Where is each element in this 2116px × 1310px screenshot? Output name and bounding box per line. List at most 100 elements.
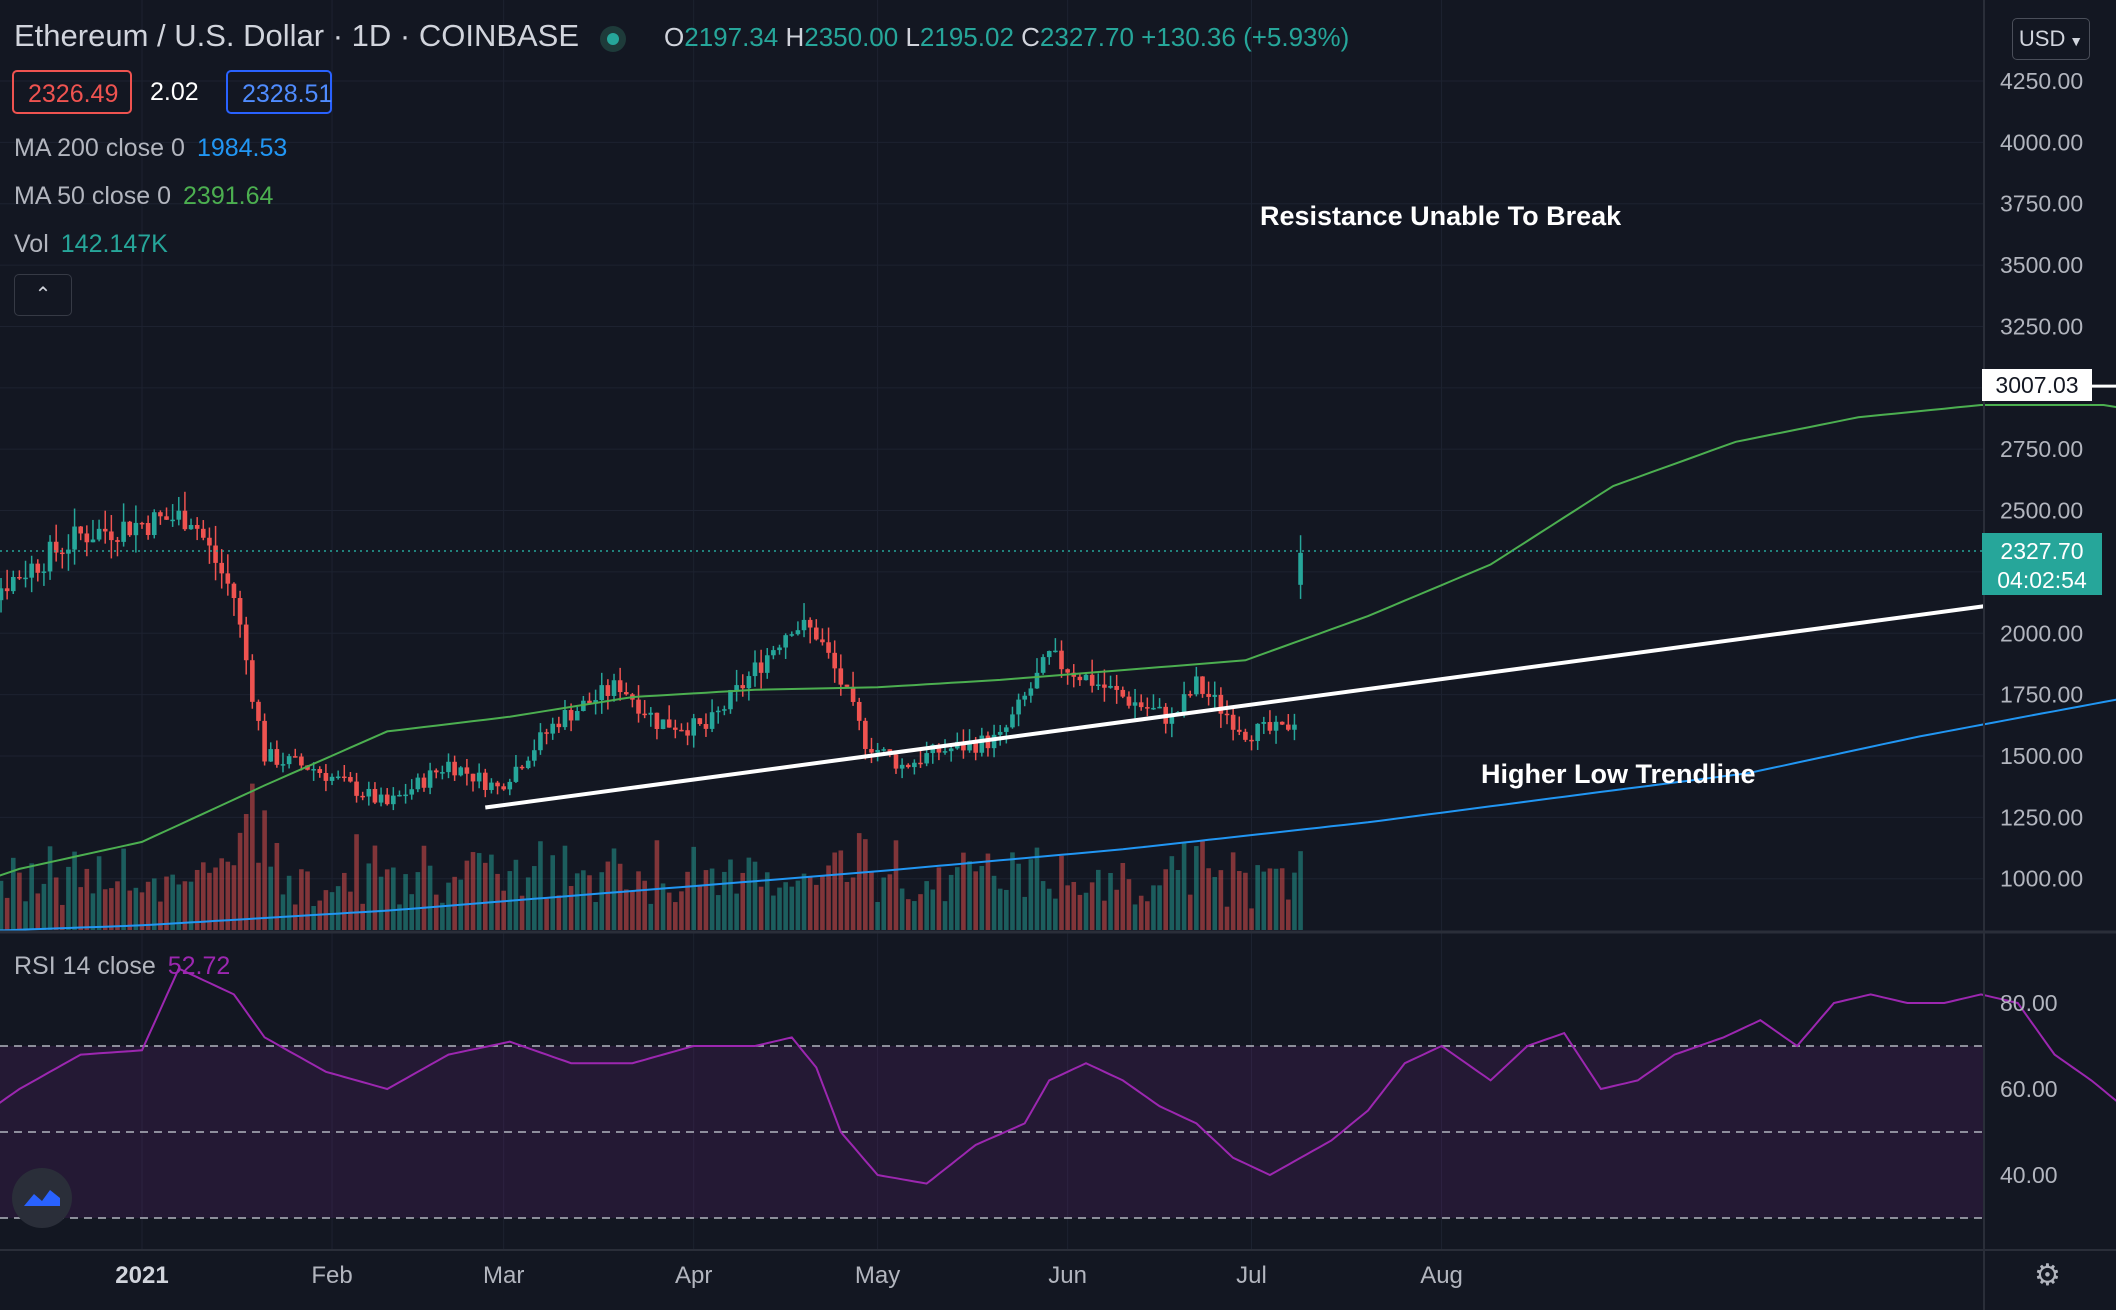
candle-body xyxy=(452,761,457,776)
candle-body xyxy=(856,701,862,721)
sell-price-button[interactable]: 2326.49 xyxy=(12,70,132,114)
candle-body xyxy=(1169,714,1175,724)
candle-body xyxy=(176,510,182,520)
volume-bar xyxy=(0,880,4,930)
volume-bar xyxy=(850,877,856,930)
candle-body xyxy=(789,634,795,636)
volume-bar xyxy=(581,870,586,930)
volume-bar xyxy=(60,904,65,930)
currency-selector[interactable]: USD ▼ xyxy=(2012,18,2090,60)
candle-body xyxy=(948,748,954,752)
time-tick-label: Mar xyxy=(483,1262,524,1289)
candle-body xyxy=(219,562,224,574)
volume-bar xyxy=(844,881,850,930)
candle-body xyxy=(1040,657,1046,673)
volume-bar xyxy=(1261,871,1267,930)
spread-value: 2.02 xyxy=(150,78,199,106)
volume-bar xyxy=(1077,894,1083,930)
volume-bar xyxy=(899,888,905,930)
volume-bar xyxy=(78,887,83,930)
buy-price-button[interactable]: 2328.51 xyxy=(226,70,332,114)
price-tick-label: 2000.00 xyxy=(2000,620,2083,646)
volume-bar xyxy=(795,880,801,930)
candle-body xyxy=(918,762,923,765)
volume-bar xyxy=(734,893,739,930)
volume-bar xyxy=(1200,840,1205,930)
candle-body xyxy=(243,624,249,661)
candle-body xyxy=(1053,650,1058,653)
volume-bar xyxy=(188,881,194,930)
candle-body xyxy=(433,770,439,773)
price-tick-label: 3250.00 xyxy=(2000,313,2083,339)
volume-bar xyxy=(482,862,488,930)
candle-body xyxy=(1046,651,1052,658)
candle-body xyxy=(1218,694,1224,714)
volume-bar xyxy=(715,895,721,930)
volume-bar xyxy=(489,854,494,930)
last-price-label-bg xyxy=(1982,533,2102,595)
volume-bar xyxy=(587,875,592,930)
volume-bar xyxy=(611,848,617,930)
candle-body xyxy=(1102,684,1107,688)
volume-bar xyxy=(636,871,641,930)
volume-bar xyxy=(550,855,556,930)
candle-body xyxy=(23,577,28,580)
candle-body xyxy=(348,777,353,782)
candle-body xyxy=(1089,674,1095,686)
ma50-label: MA 50 close 0 xyxy=(14,182,172,210)
tradingview-logo-icon[interactable] xyxy=(12,1168,72,1228)
candle-body xyxy=(286,756,292,765)
volume-bar xyxy=(299,869,304,930)
time-tick-label: Aug xyxy=(1420,1262,1463,1289)
volume-bar xyxy=(875,901,880,930)
gear-icon[interactable]: ⚙ xyxy=(2034,1259,2061,1292)
candle-body xyxy=(513,766,519,782)
ma200-legend[interactable]: MA 200 close 0 1984.53 xyxy=(14,134,287,163)
candle-body xyxy=(1016,699,1021,715)
volume-bar xyxy=(838,850,844,930)
candle-body xyxy=(636,699,641,714)
candle-body xyxy=(1236,729,1242,732)
volume-bar xyxy=(961,852,966,930)
symbol-title[interactable]: Ethereum / U.S. Dollar · 1D · COINBASE xyxy=(14,18,580,53)
candle-body xyxy=(814,627,819,640)
candle-body xyxy=(979,735,985,753)
volume-bar xyxy=(1224,906,1230,930)
candle-body xyxy=(1212,694,1218,697)
volume-bar xyxy=(679,891,684,930)
candle-body xyxy=(207,537,212,546)
candle-body xyxy=(476,772,482,782)
volume-bar xyxy=(10,857,16,930)
volume-bar xyxy=(464,860,470,930)
rsi-legend[interactable]: RSI 14 close 52.72 xyxy=(14,952,230,981)
candle-body xyxy=(961,741,966,751)
price-axis-labels: 4250.004000.003750.003500.003250.003000.… xyxy=(2000,68,2083,892)
candle-body xyxy=(660,719,666,729)
volume-bar xyxy=(1279,868,1285,930)
candle-body xyxy=(366,788,372,797)
volume-bar xyxy=(158,901,163,930)
candle-body xyxy=(1132,702,1138,706)
collapse-legend-button[interactable]: ⌃ xyxy=(14,274,72,316)
candle-body xyxy=(305,765,310,770)
rsi-axis-labels: 80.00 60.00 40.00 xyxy=(2000,990,2058,1188)
volume-bar xyxy=(574,873,580,930)
volume-bar xyxy=(305,871,310,930)
candle-body xyxy=(807,619,813,628)
volume-bar xyxy=(722,871,727,930)
volume-bar xyxy=(985,853,991,930)
rsi-label: RSI 14 close xyxy=(14,952,156,980)
candle-body xyxy=(991,734,997,749)
candle-body xyxy=(617,680,623,693)
ma50-legend[interactable]: MA 50 close 0 2391.64 xyxy=(14,182,273,211)
volume-bar xyxy=(544,898,549,930)
candle-body xyxy=(170,519,175,522)
candle-body xyxy=(1267,722,1273,731)
volume-bar xyxy=(1132,904,1138,930)
volume-bar xyxy=(691,846,696,930)
candle-body xyxy=(237,598,243,625)
time-tick-label: Feb xyxy=(311,1262,352,1289)
resistance-price-label-bg xyxy=(1982,369,2092,401)
volume-legend[interactable]: Vol 142.147K xyxy=(14,230,168,259)
